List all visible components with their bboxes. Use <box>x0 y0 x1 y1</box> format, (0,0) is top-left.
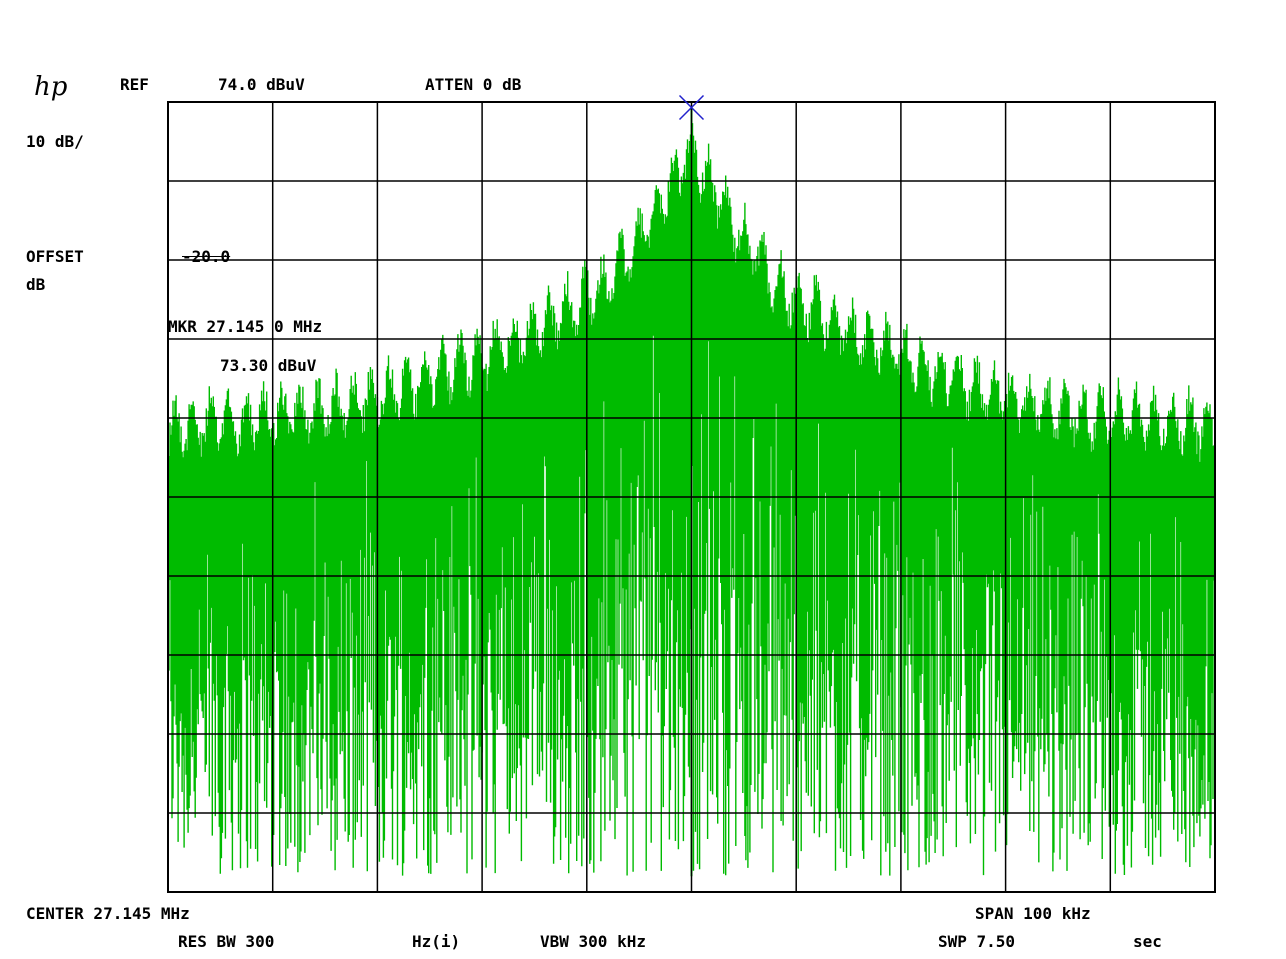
ref-label: REF <box>120 75 149 94</box>
marker-frequency: MKR 27.145 0 MHz <box>168 317 323 336</box>
frequency-span: SPAN 100 kHz <box>975 904 1091 923</box>
attenuation: ATTEN 0 dB <box>425 75 522 94</box>
center-frequency: CENTER 27.145 MHz <box>26 904 190 923</box>
offset-label: OFFSET <box>26 247 84 266</box>
offset-unit: dB <box>26 275 46 294</box>
ref-level: 74.0 dBuV <box>218 75 305 94</box>
peak-marker-icon <box>678 94 705 121</box>
marker-stroke <box>678 94 705 121</box>
video-bandwidth: VBW 300 kHz <box>540 932 646 951</box>
marker-level: 73.30 dBuV <box>220 356 317 375</box>
offset-value: -20.0 <box>182 247 231 266</box>
graticule <box>167 101 1216 893</box>
resolution-bandwidth: RES BW 300 <box>178 932 275 951</box>
resolution-bandwidth-unit: Hz(i) <box>412 932 461 951</box>
hp-logo: hp <box>34 72 68 102</box>
scale-per-division: 10 dB/ <box>26 132 84 151</box>
sweep-time-unit: sec <box>1133 932 1162 951</box>
sweep-time: SWP 7.50 <box>938 932 1016 951</box>
